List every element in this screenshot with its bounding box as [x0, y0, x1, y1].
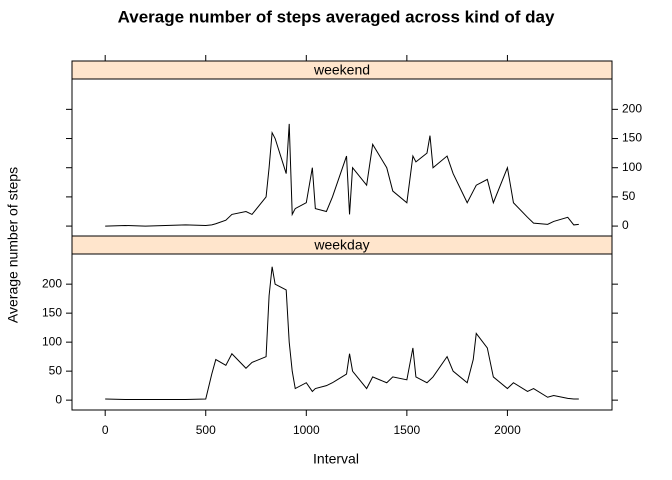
- chart-title: Average number of steps averaged across …: [118, 7, 555, 26]
- x-tick-label: 0: [102, 423, 109, 437]
- x-tick-label: 1000: [293, 423, 320, 437]
- y-tick-label: 0: [55, 392, 62, 406]
- y-tick-label: 200: [622, 102, 642, 116]
- y-tick-label: 200: [42, 276, 62, 290]
- y-tick-label: 50: [49, 363, 63, 377]
- y-tick-label: 100: [622, 160, 642, 174]
- y-tick-label: 100: [42, 334, 62, 348]
- y-tick-label: 0: [622, 218, 629, 232]
- y-tick-label: 150: [622, 131, 642, 145]
- data-line: [105, 123, 579, 227]
- strip-label: weekday: [313, 237, 369, 253]
- panel-frame: [71, 78, 613, 237]
- data-line: [105, 266, 579, 401]
- y-tick-label: 150: [42, 305, 62, 319]
- x-tick-label: 1500: [394, 423, 421, 437]
- x-tick-label: 2000: [494, 423, 521, 437]
- strip-label: weekend: [313, 62, 370, 78]
- x-tick-label: 500: [196, 423, 216, 437]
- panel-frame: [71, 253, 613, 411]
- y-tick-label: 50: [622, 189, 636, 203]
- x-axis-title: Interval: [313, 451, 359, 467]
- y-axis-title: Average number of steps: [5, 167, 21, 323]
